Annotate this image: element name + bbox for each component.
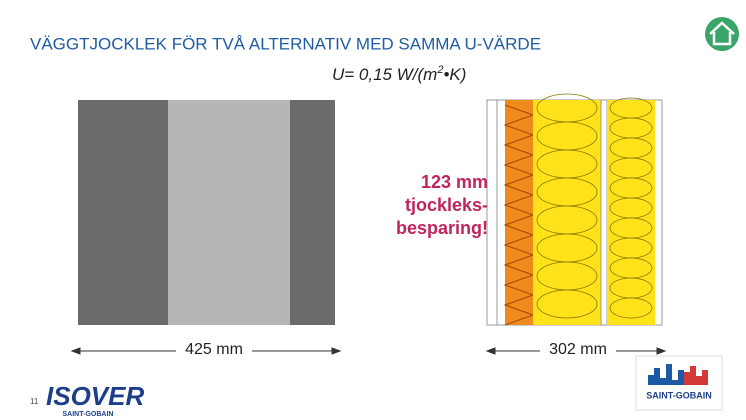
right-wall — [486, 93, 663, 326]
formula-main: U= 0,15 W/(m — [332, 65, 437, 84]
slide-title: VÄGGTJOCKLEK FÖR TVÅ ALTERNATIV MED SAMM… — [30, 34, 541, 53]
u-value-formula: U= 0,15 W/(m2•K) — [332, 64, 466, 85]
page-number: 11 — [30, 397, 39, 406]
logo-left-sub: SAINT-GOBAIN — [63, 411, 114, 418]
formula-superscript: 2 — [436, 64, 443, 76]
annotation-line: 123 mm — [421, 172, 488, 192]
logo-left: ISOVER — [46, 381, 144, 411]
left-dimension: 425 mm — [185, 341, 243, 358]
label-bg — [540, 341, 616, 359]
right-dimension: 302 mm — [549, 341, 607, 358]
insulation-loop — [536, 289, 598, 319]
left-wall — [78, 100, 335, 325]
label-bg — [176, 341, 252, 359]
insulation-pattern — [536, 93, 653, 319]
home-icon — [705, 17, 739, 51]
logo-right-text: SAINT-GOBAIN — [646, 390, 712, 400]
formula-tail: •K) — [443, 65, 466, 84]
annotation-line: besparing! — [396, 218, 488, 238]
annotation-line: tjockleks- — [405, 195, 488, 215]
logo-right: SAINT-GOBAIN — [635, 355, 723, 411]
insulation-loop — [609, 297, 653, 319]
